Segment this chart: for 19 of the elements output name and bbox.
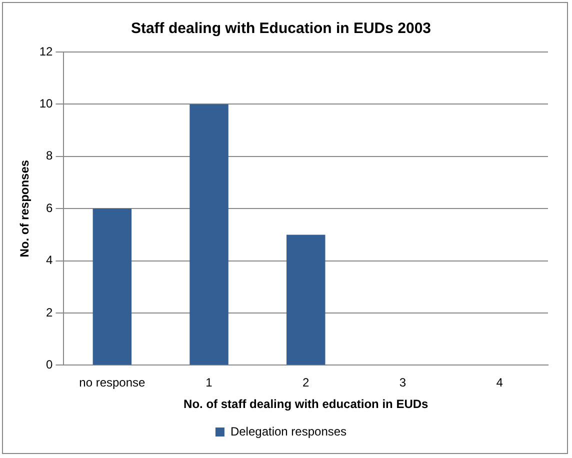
y-tick-label: 6	[46, 200, 54, 215]
y-tick-label: 12	[39, 44, 54, 58]
x-axis-title: No. of staff dealing with education in EUDs	[184, 397, 429, 412]
y-tick-label: 4	[46, 253, 54, 268]
y-axis-title: No. of responses	[18, 160, 32, 258]
y-tick-label: 10	[39, 96, 54, 111]
chart-title: Staff dealing with Education in EUDs 2003	[130, 20, 432, 38]
legend-label: Delegation responses	[230, 424, 347, 438]
x-tick-label: 1	[206, 376, 213, 390]
x-tick-label: 4	[496, 376, 504, 390]
y-tick-label: 0	[46, 358, 54, 372]
bar	[190, 104, 228, 365]
y-tick-label: 2	[46, 305, 54, 320]
bar	[92, 208, 132, 365]
y-tick-label: 8	[46, 148, 54, 163]
bar	[286, 234, 326, 365]
x-tick-label: no response	[79, 376, 146, 390]
x-tick-label: 2	[302, 376, 310, 390]
x-tick-label: 3	[399, 376, 406, 390]
